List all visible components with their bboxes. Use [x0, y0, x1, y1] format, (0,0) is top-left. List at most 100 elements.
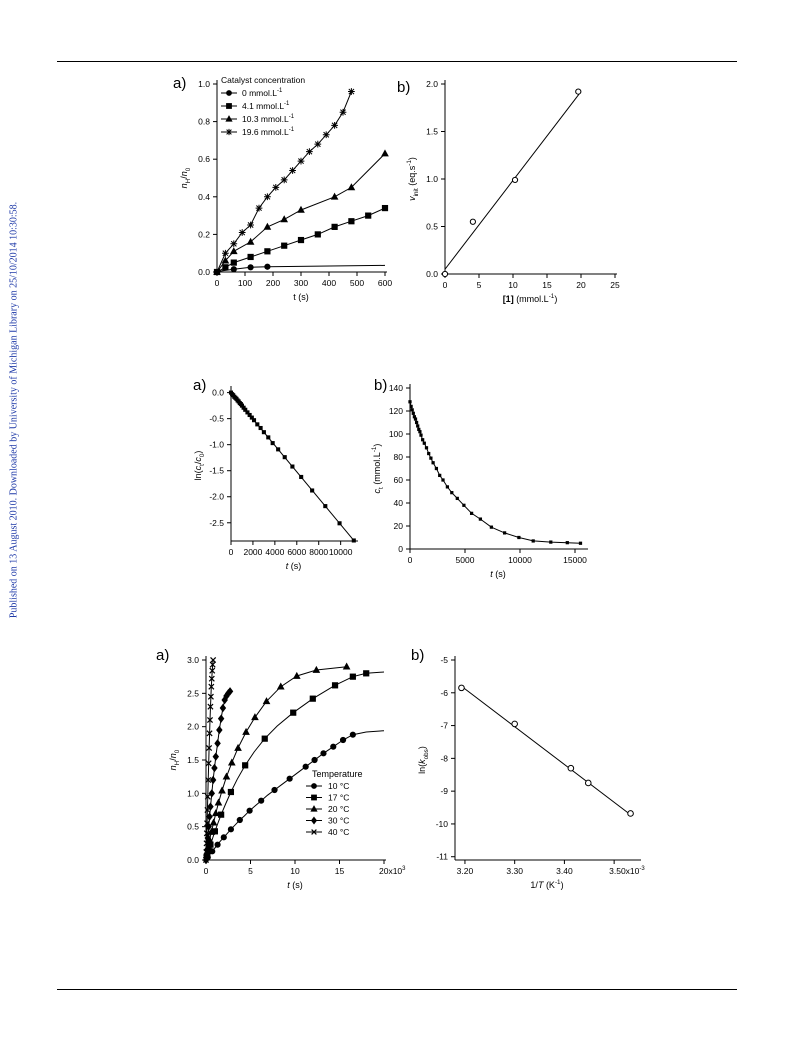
data-point — [276, 682, 285, 690]
y-tick-label: 0.8 — [198, 117, 210, 127]
data-point — [263, 222, 272, 230]
top-rule — [57, 61, 737, 62]
y-tick-label: -11 — [436, 852, 448, 862]
data-point — [206, 730, 213, 737]
data-point — [214, 841, 221, 848]
data-point — [363, 670, 370, 677]
data-point — [331, 223, 338, 230]
data-point — [337, 521, 342, 526]
data-point — [242, 762, 249, 769]
data-point — [297, 205, 305, 213]
data-point — [421, 438, 425, 442]
chart-fig3b: b) 3.20 3.30 3.40 3.50x10-3 -5 -6 -7 -8 -9 -10 -11 1… — [411, 647, 645, 890]
data-point — [230, 240, 238, 248]
data-point — [511, 176, 519, 184]
y-tick-label: 1.0 — [426, 174, 438, 184]
panel-label: b) — [397, 79, 410, 96]
data-point — [458, 684, 465, 692]
bottom-rule — [57, 989, 737, 990]
data-point — [205, 776, 212, 784]
data-point — [202, 856, 210, 864]
legend-label-sup: -1 — [289, 127, 295, 133]
data-point — [251, 713, 259, 721]
y-tick-label: -10 — [436, 819, 449, 829]
data-point — [208, 675, 215, 682]
legend-label-sup: -1 — [284, 101, 290, 107]
data-point — [217, 714, 225, 723]
legend-marker — [226, 103, 232, 109]
data-point — [549, 540, 553, 544]
x-axis-label: t (s) — [293, 292, 309, 302]
x-tick-label: 0 — [204, 866, 209, 876]
y-tick-label: -0.5 — [209, 414, 224, 424]
data-point — [411, 411, 415, 415]
series-line — [216, 153, 386, 273]
legend-marker — [311, 794, 317, 801]
legend-label: 10.3 mmol.L-1 — [242, 114, 295, 124]
data-point — [204, 820, 211, 827]
data-point — [349, 731, 356, 738]
y-tick-label: -2.5 — [209, 518, 224, 528]
x-tick-label-sup: -3 — [639, 866, 645, 872]
y-tick-label: -5 — [440, 655, 448, 665]
data-point — [272, 184, 280, 191]
chart-fig2b: b) 0 5000 10000 15000 0 20 40 60 80 100 120 140 t (s)… — [371, 377, 588, 579]
y-tick-label: 20 — [394, 521, 404, 531]
x-tick-label: 3.40 — [556, 866, 573, 876]
x-tick-label: 10000 — [508, 555, 532, 565]
x-tick-label-sup: 3 — [402, 866, 406, 872]
x-tick-label: 10 — [290, 866, 300, 876]
panel-label: a) — [193, 377, 206, 394]
data-point — [314, 231, 321, 238]
y-tick-label: 0 — [398, 544, 403, 554]
data-point — [351, 538, 356, 543]
data-point — [297, 157, 305, 165]
y-tick-label: 1.0 — [187, 788, 199, 798]
y-tick-label: 60 — [394, 475, 404, 485]
legend-marker — [225, 115, 233, 122]
data-point — [207, 827, 216, 835]
data-point — [247, 221, 254, 229]
data-point — [416, 424, 420, 428]
y-tick-label: 0.5 — [187, 822, 199, 832]
x-tick-label: 5000 — [456, 555, 475, 565]
data-point — [347, 183, 356, 191]
data-point — [331, 682, 339, 689]
series-line — [409, 401, 581, 544]
y-tick-label: 100 — [389, 429, 403, 439]
x-tick-label: 6000 — [287, 547, 306, 557]
data-point — [302, 763, 309, 770]
data-point — [413, 417, 418, 421]
data-point — [450, 491, 454, 495]
legend-marker — [226, 90, 232, 96]
series-0 — [228, 390, 356, 543]
panel-label: a) — [156, 647, 169, 664]
data-point — [220, 834, 227, 841]
chart-fig1b: b) 0 5 10 15 20 25 0.0 0.5 1.0 1.5 2.0 [1] (mmol.L-1… — [397, 79, 620, 304]
y-axis-label: ln(ct/c0) — [193, 451, 206, 481]
data-point — [209, 818, 218, 826]
data-point — [203, 840, 210, 847]
data-point — [299, 474, 304, 479]
y-tick-label: -9 — [440, 786, 448, 796]
data-point — [271, 786, 278, 794]
series-line — [216, 264, 386, 273]
data-point — [348, 88, 355, 95]
y-axis-label: ct (mmol.L-1) — [371, 444, 385, 494]
data-point — [203, 830, 210, 837]
legend-marker — [311, 829, 317, 835]
data-point — [226, 687, 234, 696]
data-point — [297, 236, 305, 244]
data-point — [409, 404, 413, 409]
data-point — [227, 788, 235, 796]
data-point — [247, 253, 254, 261]
y-tick-label: 140 — [389, 383, 403, 393]
publication-note-text: Published on 13 August 2010. Downloaded … — [8, 201, 20, 619]
x-tick-label: 20 — [576, 280, 586, 290]
data-point — [502, 531, 507, 535]
data-point — [207, 802, 214, 811]
y-axis-label: ln(kobs) — [417, 746, 430, 774]
data-point — [310, 488, 315, 493]
legend-label: 10 °C — [328, 781, 349, 791]
data-point — [266, 435, 271, 440]
